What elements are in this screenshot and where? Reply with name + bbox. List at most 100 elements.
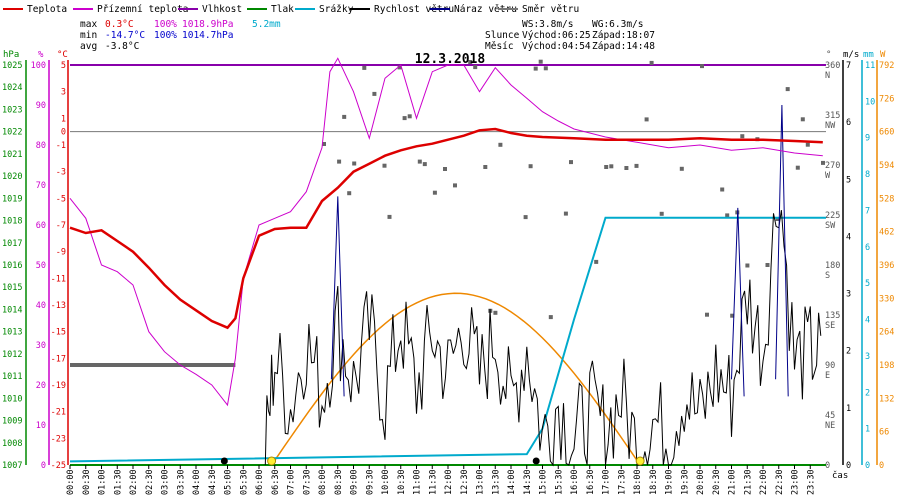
wind-direction-point (372, 91, 377, 96)
wind-direction-point (563, 211, 568, 216)
direction-tick: 360 (825, 61, 840, 71)
ground-temperature-line (69, 57, 823, 407)
moonrise-marker (220, 457, 228, 465)
solar-tick: 264 (879, 328, 894, 338)
rain-tick: 7 (865, 206, 870, 216)
direction-name: SW (825, 221, 836, 231)
moonset-marker (532, 457, 540, 465)
pressure-tick: 1019 (2, 194, 22, 204)
rain-tick: 4 (865, 316, 870, 326)
direction-name: NE (825, 421, 835, 431)
time-label: 11:00 (413, 469, 423, 495)
stats-block: max 0.3°C 100% 1018.9hPa 5.2mm min -14.7°C 100%… (80, 19, 655, 52)
temperature-line (69, 127, 823, 330)
time-label: 11:30 (428, 469, 438, 495)
humidity-tick: 10 (36, 421, 46, 431)
wind-direction-point (382, 163, 387, 168)
direction-tick: 225 (825, 211, 840, 221)
time-label: 12:30 (460, 469, 470, 495)
stats-moonrise: Východ:04:54 (522, 41, 591, 52)
wind-direction-point (337, 159, 342, 164)
time-label: 12:00 (444, 469, 454, 495)
time-label: 21:30 (743, 469, 753, 495)
solar-tick: 66 (879, 428, 889, 438)
time-label: 05:00 (224, 469, 234, 495)
legend-label: Vlhkost (202, 4, 242, 15)
wind-direction-point (765, 263, 770, 267)
temp-tick: -7 (56, 221, 66, 231)
direction-name: S (825, 271, 830, 281)
rain-unit: mm (863, 50, 874, 60)
wind-tick: 0 (846, 461, 851, 471)
wind-direction-point (387, 214, 392, 219)
wind-direction-point (352, 161, 357, 166)
time-label: 23:00 (791, 469, 801, 495)
time-label: 02:00 (129, 469, 139, 495)
rain-line (69, 216, 826, 463)
temp-tick: -15 (51, 328, 66, 338)
time-label: 23:30 (806, 469, 816, 495)
time-label: 14:30 (523, 469, 533, 495)
time-label: 10:00 (381, 469, 391, 495)
series (69, 57, 826, 467)
time-label: 13:00 (476, 469, 486, 495)
wind-direction-point (407, 114, 412, 119)
temp-tick: -9 (56, 248, 66, 258)
stats-max-press: 1018.9hPa (182, 19, 233, 30)
time-label: 09:00 (350, 469, 360, 495)
time-label: 13:30 (491, 469, 501, 495)
rain-tick: 8 (865, 170, 870, 180)
time-axis: 00:00 00:30 01:00 01:30 02:00 02:30 03:00 03:30… (66, 465, 848, 495)
pressure-tick: 1008 (2, 439, 22, 449)
time-label: 07:00 (287, 469, 297, 495)
humidity-tick: 40 (36, 301, 46, 311)
humidity-tick: 60 (36, 221, 46, 231)
temp-tick: 0 (61, 128, 66, 138)
pressure-tick: 1011 (2, 372, 22, 382)
direction-tick: 135 (825, 311, 840, 321)
time-label: 16:30 (586, 469, 596, 495)
solar-tick: 132 (879, 394, 894, 404)
solar-tick: 0 (879, 461, 884, 471)
wind-direction-point (624, 166, 629, 170)
direction-tick: 90 (825, 361, 835, 371)
temp-unit: °C (57, 50, 68, 60)
legend-label: Teplota (27, 4, 67, 15)
time-label: 20:00 (696, 469, 706, 495)
wind-tick: 5 (846, 175, 851, 185)
solar-tick: 726 (879, 94, 894, 104)
time-label: 06:00 (255, 469, 265, 495)
time-label: 18:30 (649, 469, 659, 495)
humidity-tick: 100 (31, 61, 46, 71)
pressure-tick: 1016 (2, 261, 22, 271)
time-label: 03:00 (161, 469, 171, 495)
time-label: 16:00 (570, 469, 580, 495)
time-label: 14:00 (507, 469, 517, 495)
stats-min-label: min (80, 30, 97, 41)
chart-title: 12.3.2018 (415, 52, 486, 67)
legend-label: Srážky (319, 4, 354, 15)
left-axes: hPa% °C1025102410231022102110201019101810… (2, 50, 69, 471)
wind-direction-point (795, 165, 800, 170)
direction-tick: 0 (825, 461, 830, 471)
solar-tick: 528 (879, 194, 894, 204)
direction-tick: 315 (825, 111, 840, 121)
wind-direction-point (634, 163, 639, 168)
direction-name: NW (825, 121, 836, 131)
wind-tick: 2 (846, 347, 851, 357)
wind-direction-point (422, 162, 427, 167)
time-label: 15:00 (539, 469, 549, 495)
legend: Teplota Přízemní teplota Vlhkost Tlak Srážky… (3, 4, 579, 15)
wind-speed-line (264, 210, 822, 467)
wind-direction-point (604, 165, 609, 169)
time-label: 08:00 (318, 469, 328, 495)
solar-unit: W (880, 50, 886, 60)
temp-tick: -17 (51, 354, 66, 364)
time-label: 00:00 (66, 469, 76, 495)
wind-direction-point (443, 167, 447, 171)
wind-direction-point (402, 116, 407, 121)
wind-tick: 1 (846, 404, 851, 414)
temp-tick: 3 (61, 88, 66, 98)
temp-tick: -25 (51, 461, 66, 471)
rain-tick: 3 (865, 352, 870, 362)
